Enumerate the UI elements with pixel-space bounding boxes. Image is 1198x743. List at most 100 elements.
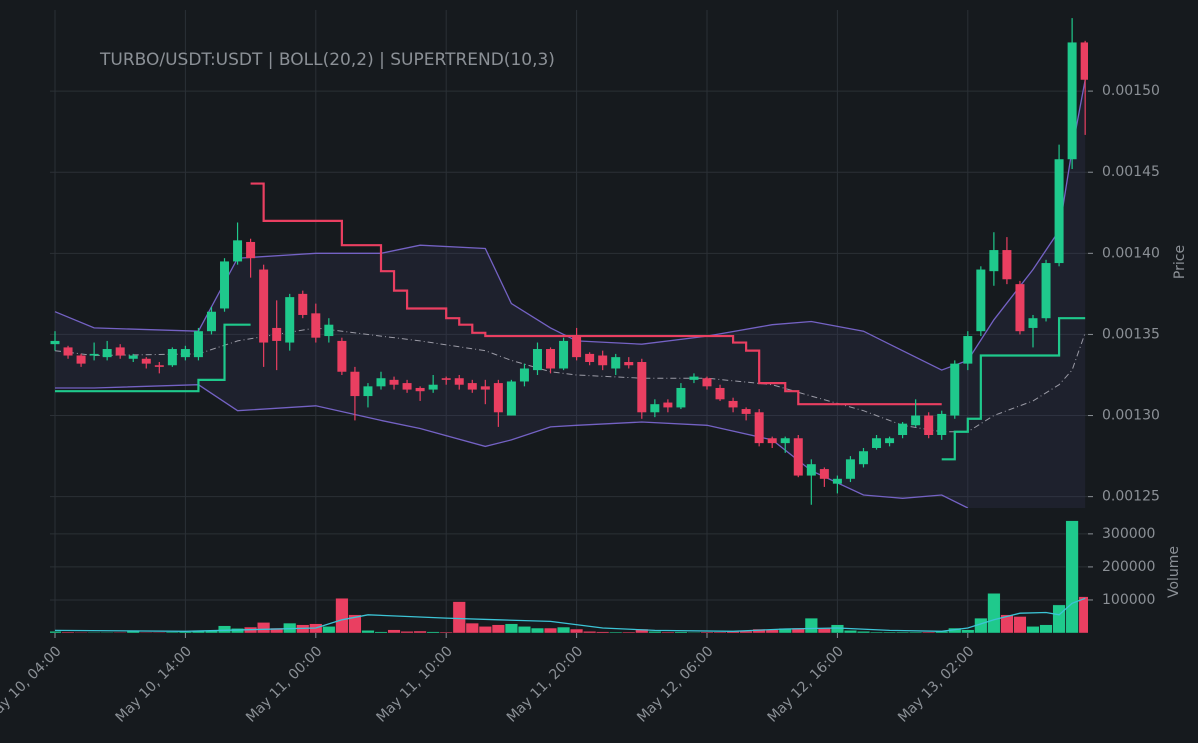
bollinger-lower bbox=[55, 384, 969, 508]
candle-body bbox=[950, 363, 960, 416]
volume-bar bbox=[413, 630, 427, 633]
volume-bar bbox=[687, 632, 701, 633]
volume-bar bbox=[504, 623, 518, 633]
candle-body bbox=[572, 336, 582, 358]
candle-body bbox=[637, 362, 647, 413]
volume-bar bbox=[491, 624, 505, 633]
chart-title: TURBO/USDT:USDT | BOLL(20,2) | SUPERTREN… bbox=[99, 50, 555, 70]
volume-bar bbox=[400, 631, 414, 633]
volume-bar bbox=[896, 631, 910, 633]
volume-bar bbox=[165, 631, 179, 633]
candle-body bbox=[793, 438, 803, 476]
candle-body bbox=[689, 376, 699, 380]
volume-bar bbox=[544, 627, 558, 633]
candle-body bbox=[180, 349, 190, 358]
volume-bar bbox=[674, 631, 688, 633]
candle-body bbox=[937, 413, 947, 436]
candle-body bbox=[76, 355, 86, 364]
volume-bar bbox=[1026, 626, 1040, 633]
volume-bar bbox=[635, 628, 649, 633]
candle-body bbox=[1002, 250, 1012, 280]
volume-bar bbox=[61, 631, 75, 633]
candle-body bbox=[741, 409, 751, 414]
volume-bar bbox=[570, 628, 584, 633]
volume-bar bbox=[452, 601, 466, 633]
volume-bar bbox=[609, 631, 623, 633]
candle-body bbox=[50, 340, 60, 345]
candle-body bbox=[702, 378, 712, 387]
candle-body bbox=[259, 269, 269, 343]
volume-bar bbox=[439, 631, 453, 633]
volume-bar bbox=[426, 631, 440, 633]
candle-body bbox=[806, 464, 816, 476]
candle-body bbox=[559, 340, 569, 369]
candle-body bbox=[872, 438, 882, 448]
candle-body bbox=[911, 415, 921, 426]
y-tick-label: 0.00145 bbox=[1102, 164, 1160, 180]
volume-bar bbox=[348, 614, 362, 633]
volume-bar bbox=[361, 630, 375, 633]
candle-body bbox=[1067, 42, 1077, 160]
volume-bar bbox=[257, 622, 271, 633]
volume-bar bbox=[557, 626, 571, 633]
candle-body bbox=[376, 378, 386, 387]
candle-body bbox=[206, 311, 216, 332]
volume-bar bbox=[139, 632, 153, 633]
volume-bar bbox=[517, 626, 531, 633]
volume-bar bbox=[1052, 604, 1066, 633]
y2-axis-label: Volume bbox=[1166, 546, 1182, 598]
x-tick-label: May 11, 10:00 bbox=[374, 643, 456, 725]
volume-layer bbox=[50, 520, 1088, 633]
candle-body bbox=[428, 384, 438, 390]
candle-body bbox=[220, 261, 230, 309]
x-tick-label: May 11, 00:00 bbox=[243, 643, 325, 725]
candle-body bbox=[976, 269, 986, 332]
volume-bar bbox=[100, 632, 114, 633]
candle-body bbox=[989, 250, 999, 272]
volume-bar bbox=[648, 631, 662, 633]
volume-bar bbox=[856, 631, 870, 633]
candle-body bbox=[845, 459, 855, 479]
candle-body bbox=[611, 357, 621, 369]
volume-bar bbox=[622, 631, 636, 633]
candle-body bbox=[246, 241, 256, 259]
y2-tick-label: 200000 bbox=[1102, 559, 1155, 575]
volume-bar bbox=[270, 627, 284, 633]
volume-bar bbox=[152, 632, 166, 633]
volume-bar bbox=[804, 617, 818, 633]
y-axis-label: Price bbox=[1172, 245, 1188, 279]
y-tick-label: 0.00125 bbox=[1102, 489, 1160, 505]
candle-body bbox=[389, 379, 399, 385]
candle-body bbox=[754, 412, 764, 444]
candle-body bbox=[663, 402, 673, 408]
y-tick-label: 0.00130 bbox=[1102, 408, 1160, 424]
y2-tick-label: 100000 bbox=[1102, 592, 1155, 608]
volume-bar bbox=[870, 631, 884, 633]
volume-bar bbox=[335, 598, 349, 633]
x-tick-label: May 12, 16:00 bbox=[765, 643, 847, 725]
candle-body bbox=[467, 383, 477, 390]
candle-body bbox=[441, 378, 451, 380]
supertrend-line bbox=[250, 182, 942, 406]
y2-tick-label: 300000 bbox=[1102, 526, 1155, 542]
candle-body bbox=[624, 362, 634, 366]
candle-body bbox=[506, 381, 516, 416]
candle-body bbox=[193, 331, 203, 358]
volume-bar bbox=[1039, 624, 1053, 633]
candle-body bbox=[63, 347, 73, 356]
volume-bar bbox=[843, 630, 857, 633]
candle-body bbox=[102, 349, 112, 358]
candle-body bbox=[532, 349, 542, 371]
candle-body bbox=[676, 387, 686, 408]
candle-body bbox=[115, 347, 125, 356]
candle-body bbox=[1080, 42, 1088, 80]
candle-body bbox=[337, 340, 347, 372]
candle-body bbox=[363, 386, 373, 397]
candle-body bbox=[480, 386, 490, 390]
candle-body bbox=[402, 383, 412, 390]
volume-bar bbox=[713, 631, 727, 633]
volume-bar bbox=[830, 624, 844, 633]
volume-bar bbox=[218, 625, 232, 633]
candle-body bbox=[963, 336, 973, 364]
x-tick-label: May 12, 06:00 bbox=[634, 643, 716, 725]
